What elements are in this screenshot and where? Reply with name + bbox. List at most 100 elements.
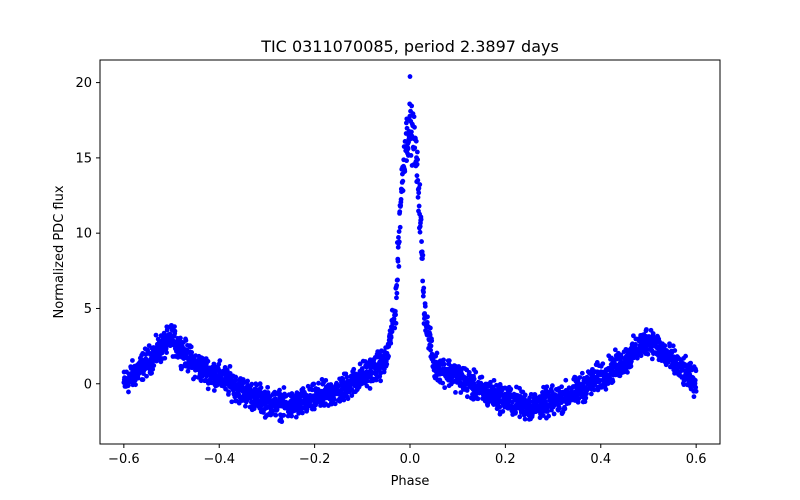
- data-point: [584, 391, 589, 397]
- data-point: [408, 153, 414, 158]
- data-point: [497, 404, 503, 410]
- data-point: [392, 325, 398, 331]
- chart-title: TIC 0311070085, period 2.3897 days: [260, 37, 559, 56]
- data-point: [413, 138, 419, 144]
- data-point: [670, 343, 676, 349]
- data-point: [229, 399, 235, 405]
- data-point: [466, 370, 472, 375]
- data-point: [600, 361, 606, 367]
- data-point: [417, 229, 423, 235]
- data-point: [394, 283, 400, 288]
- data-point: [243, 403, 248, 409]
- data-point: [391, 316, 397, 322]
- data-point: [126, 389, 131, 395]
- y-axis-ticks: 0 5 10 15 20: [75, 76, 100, 392]
- data-point: [172, 324, 177, 330]
- data-point: [428, 343, 434, 349]
- data-point: [409, 129, 414, 135]
- data-point: [475, 396, 481, 402]
- x-tick-label: 0.6: [686, 452, 707, 467]
- data-point: [479, 374, 485, 380]
- data-point: [396, 235, 401, 240]
- data-point: [386, 353, 391, 359]
- data-point: [172, 328, 178, 334]
- data-point: [576, 396, 582, 402]
- data-point: [692, 377, 698, 383]
- data-point: [471, 376, 477, 382]
- data-point: [349, 393, 355, 398]
- data-point: [396, 229, 402, 234]
- data-point: [412, 145, 418, 151]
- data-point: [434, 350, 440, 356]
- data-point: [136, 370, 142, 376]
- x-tick-label: 0.4: [590, 452, 611, 467]
- data-point: [153, 332, 159, 338]
- data-point: [421, 289, 426, 295]
- data-point: [643, 327, 649, 332]
- data-point: [389, 329, 395, 335]
- data-point: [453, 389, 458, 395]
- data-point: [633, 342, 638, 347]
- data-point: [281, 385, 287, 390]
- data-point: [393, 320, 399, 326]
- data-point: [357, 361, 363, 367]
- data-point: [546, 413, 552, 419]
- data-point: [300, 410, 305, 416]
- data-point: [289, 413, 295, 419]
- data-point: [395, 244, 401, 250]
- data-point: [345, 396, 351, 402]
- data-point: [415, 194, 421, 200]
- data-point: [441, 361, 447, 367]
- data-point: [323, 377, 329, 383]
- data-point: [407, 74, 413, 79]
- data-point: [178, 335, 183, 341]
- data-point: [416, 190, 422, 196]
- data-point: [192, 374, 198, 380]
- data-point: [265, 384, 271, 390]
- data-point: [693, 385, 699, 390]
- data-point: [416, 185, 422, 191]
- data-point: [211, 388, 217, 393]
- data-point: [397, 224, 403, 230]
- data-point: [420, 252, 426, 258]
- data-point: [473, 369, 479, 375]
- data-point: [420, 278, 426, 284]
- y-axis-label: Normalized PDC flux: [52, 185, 67, 318]
- data-point: [388, 340, 394, 346]
- data-point: [588, 391, 594, 397]
- data-point: [416, 203, 422, 209]
- x-tick-label: −0.2: [299, 452, 331, 467]
- data-point: [226, 389, 232, 395]
- data-point: [140, 377, 146, 383]
- y-tick-label: 15: [75, 151, 92, 166]
- data-point: [394, 295, 399, 301]
- data-point: [189, 350, 195, 355]
- data-point: [603, 386, 609, 392]
- data-point: [610, 379, 616, 384]
- data-point: [517, 414, 523, 420]
- data-point: [634, 355, 640, 361]
- data-point: [612, 347, 618, 353]
- data-point: [249, 381, 255, 387]
- data-point: [575, 399, 581, 405]
- data-point: [398, 197, 404, 202]
- data-point: [144, 373, 149, 379]
- data-point: [412, 124, 417, 130]
- data-point: [244, 398, 250, 404]
- data-point: [591, 387, 597, 393]
- data-point: [625, 369, 630, 375]
- data-point: [415, 157, 420, 162]
- data-point: [395, 258, 401, 264]
- data-point: [393, 312, 398, 318]
- data-point: [331, 396, 337, 402]
- data-point: [683, 353, 688, 359]
- data-point: [415, 177, 421, 183]
- data-point: [133, 382, 138, 388]
- data-point: [583, 395, 589, 401]
- data-point: [293, 414, 299, 420]
- y-tick-label: 5: [84, 302, 92, 317]
- data-point: [500, 409, 506, 414]
- data-point: [392, 308, 398, 314]
- data-point: [151, 363, 157, 368]
